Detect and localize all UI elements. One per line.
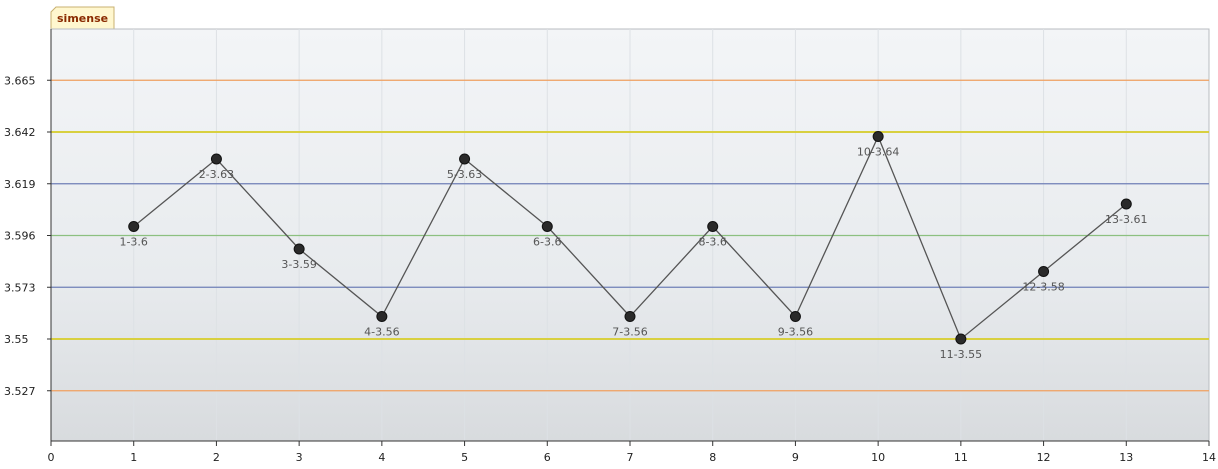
- data-point-label: 1-3.6: [119, 236, 147, 249]
- data-point[interactable]: [789, 311, 801, 322]
- reference-lines: [51, 79, 1209, 392]
- x-tick-label: 8: [709, 451, 716, 464]
- y-tick-label: 3.665: [4, 74, 36, 87]
- y-axis-ticks: 3.527 3.55 3.573 3.596 3.619 3.642 3.665: [4, 74, 51, 398]
- x-tick-label: 9: [792, 451, 799, 464]
- data-point[interactable]: [210, 153, 222, 165]
- x-tick-label: 10: [871, 451, 885, 464]
- data-point[interactable]: [955, 333, 967, 345]
- data-point[interactable]: [707, 221, 719, 232]
- x-tick-label: 2: [213, 451, 220, 464]
- y-tick-label: 3.573: [4, 281, 36, 294]
- y-tick-label: 3.642: [4, 126, 36, 139]
- data-point[interactable]: [293, 243, 305, 255]
- data-point-label: 11-3.55: [940, 348, 982, 361]
- x-tick-label: 14: [1202, 451, 1216, 464]
- x-tick-label: 13: [1119, 451, 1133, 464]
- data-point-label: 7-3.56: [612, 326, 647, 339]
- x-tick-label: 11: [954, 451, 968, 464]
- data-point-label: 6-3.6: [533, 236, 561, 249]
- point-labels: 1-3.6 2-3.63 3-3.59 4-3.56 5-3.63 6-3.6 7-3.56…: [119, 146, 1147, 362]
- data-point-label: 9-3.56: [778, 326, 813, 339]
- x-tick-label: 0: [48, 451, 55, 464]
- x-tick-label: 4: [378, 451, 385, 464]
- data-point[interactable]: [459, 153, 471, 165]
- y-tick-label: 3.55: [4, 333, 29, 346]
- data-point[interactable]: [128, 221, 140, 232]
- y-tick-label: 3.619: [4, 178, 36, 191]
- x-tick-label: 12: [1037, 451, 1051, 464]
- x-tick-label: 3: [296, 451, 303, 464]
- y-tick-label: 3.596: [4, 230, 36, 243]
- data-point-label: 2-3.63: [199, 168, 234, 181]
- data-point-label: 8-3.6: [698, 236, 726, 249]
- data-point-label: 3-3.59: [281, 258, 316, 271]
- chart-tab[interactable]: simense: [50, 6, 115, 30]
- x-tick-label: 5: [461, 451, 468, 464]
- x-tick-label: 6: [544, 451, 551, 464]
- data-point-label: 12-3.58: [1022, 281, 1064, 294]
- data-point[interactable]: [541, 221, 553, 232]
- y-tick-label: 3.527: [4, 385, 36, 398]
- x-axis-ticks: 0 1 2 3 4 5 6 7 8 9 10 11 12 13 14: [48, 441, 1216, 464]
- x-tick-label: 1: [130, 451, 137, 464]
- data-points: [128, 131, 1132, 345]
- data-point[interactable]: [872, 131, 884, 142]
- data-point[interactable]: [624, 311, 636, 322]
- data-point[interactable]: [376, 311, 388, 322]
- chart-tab-label: simense: [57, 12, 108, 25]
- data-point[interactable]: [1038, 266, 1050, 277]
- data-point[interactable]: [1120, 198, 1132, 210]
- data-point-label: 4-3.56: [364, 326, 399, 339]
- x-tick-label: 7: [627, 451, 634, 464]
- data-point-label: 5-3.63: [447, 168, 482, 181]
- data-point-label: 10-3.64: [857, 146, 899, 159]
- data-point-label: 13-3.61: [1105, 213, 1147, 226]
